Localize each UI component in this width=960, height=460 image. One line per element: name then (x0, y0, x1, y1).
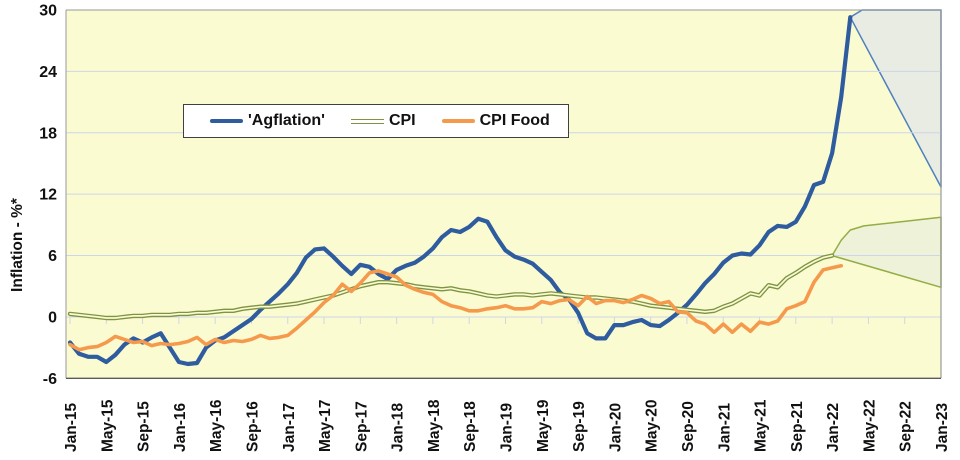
series-line-1-inner (69, 254, 833, 319)
x-tick-label: Jan-23 (934, 403, 951, 452)
x-tick-label: Jan-15 (63, 403, 80, 452)
legend-item-agflation: 'Agflation' (210, 112, 325, 130)
x-tick-label: May-21 (753, 399, 770, 452)
legend-item-cpi-food: CPI Food (441, 112, 550, 130)
x-tick-label: May-20 (644, 399, 661, 452)
chart-legend: 'Agflation' CPI CPI Food (183, 104, 569, 138)
x-tick-label: Sep-16 (244, 401, 261, 452)
x-tick-label: Sep-17 (353, 401, 370, 452)
series-line-2 (68, 264, 843, 352)
x-tick-label: Sep-22 (898, 401, 915, 452)
legend-label-cpi-food: CPI Food (479, 112, 550, 129)
y-tick-label: 0 (48, 309, 57, 326)
legend-item-cpi: CPI (350, 112, 416, 130)
x-tick-label: Sep-20 (680, 401, 697, 452)
legend-label-agflation: 'Agflation' (248, 112, 325, 129)
y-tick-label: 18 (39, 125, 57, 142)
x-tick-label: Sep-15 (136, 401, 153, 452)
x-tick-label: Jan-17 (281, 403, 298, 452)
y-tick-label: 30 (39, 3, 57, 20)
y-tick-label: -6 (43, 371, 57, 388)
x-tick-label: May-16 (208, 399, 225, 452)
y-tick-label: 12 (39, 187, 57, 204)
cpi-line-swatch-icon (350, 118, 384, 124)
series-line-0 (67, 15, 853, 367)
x-tick-label: Jan-22 (825, 403, 842, 452)
x-tick-label: May-19 (535, 399, 552, 452)
x-tick-label: May-22 (861, 399, 878, 452)
x-tick-label: Sep-18 (462, 401, 479, 452)
x-tick-label: Jan-20 (607, 403, 624, 452)
legend-label-cpi: CPI (388, 112, 416, 129)
y-tick-label: 6 (48, 248, 57, 265)
x-tick-label: Jan-18 (390, 403, 407, 452)
x-tick-label: Jan-19 (499, 403, 516, 452)
x-tick-label: Sep-21 (789, 401, 806, 452)
x-tick-label: Sep-19 (571, 401, 588, 452)
x-tick-label: May-17 (317, 399, 334, 452)
x-tick-label: Jan-16 (172, 403, 189, 452)
x-tick-label: May-15 (99, 399, 116, 452)
agflation-line-swatch-icon (210, 118, 243, 124)
y-tick-label: 24 (39, 64, 57, 81)
y-axis-title: Inflation - %* (9, 198, 26, 292)
cpi-food-line-swatch-icon (441, 119, 475, 123)
x-tick-label: May-18 (426, 399, 443, 452)
x-tick-label: Jan-21 (716, 403, 733, 452)
